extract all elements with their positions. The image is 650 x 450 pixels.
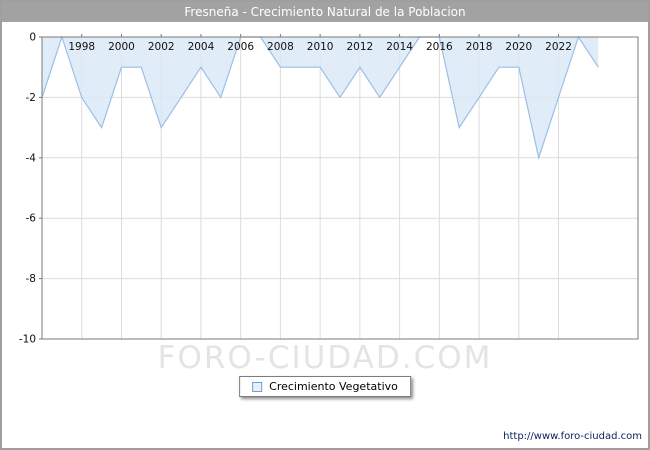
population-growth-chart: 1998 2000 2002 2004 2006 2008 2010 2012 2014 2016… bbox=[19, 32, 639, 346]
area-fill bbox=[42, 37, 599, 158]
x-tick-label: 2004 bbox=[188, 41, 215, 53]
x-tick-label: 2002 bbox=[148, 41, 175, 53]
x-tick-label: 2018 bbox=[466, 41, 493, 53]
x-tick-label: 2006 bbox=[227, 41, 254, 53]
legend: Crecimiento Vegetativo bbox=[239, 376, 411, 397]
x-tick-label: 2010 bbox=[307, 41, 334, 53]
y-tick-label: -2 bbox=[26, 92, 36, 104]
y-tick-label: -10 bbox=[19, 334, 36, 346]
x-tick-label: 2014 bbox=[386, 41, 413, 53]
x-tick-label: 2012 bbox=[346, 41, 373, 53]
series-line bbox=[41, 35, 599, 161]
series-marker-icon bbox=[252, 381, 263, 392]
y-tick-label: -8 bbox=[26, 273, 36, 285]
y-tick-label: -6 bbox=[26, 213, 37, 225]
chart-title: Fresneña - Crecimiento Natural de la Pob… bbox=[2, 2, 648, 22]
x-tick-label: 2016 bbox=[426, 41, 453, 53]
watermark-text: FORO-CIUDAD.COM bbox=[157, 340, 493, 376]
legend-label: Crecimiento Vegetativo bbox=[269, 380, 398, 393]
x-tick-label: 2022 bbox=[545, 41, 572, 53]
x-tick-label: 2000 bbox=[108, 41, 135, 53]
y-tick-label: -4 bbox=[26, 152, 37, 164]
plot-border bbox=[41, 36, 639, 340]
footer-url[interactable]: http://www.foro-ciudad.com bbox=[503, 431, 642, 442]
x-tick-label: 2008 bbox=[267, 41, 294, 53]
x-tick-label: 1998 bbox=[68, 41, 95, 53]
y-tick-label: 0 bbox=[29, 32, 36, 44]
x-tick-label: 2020 bbox=[505, 41, 532, 53]
